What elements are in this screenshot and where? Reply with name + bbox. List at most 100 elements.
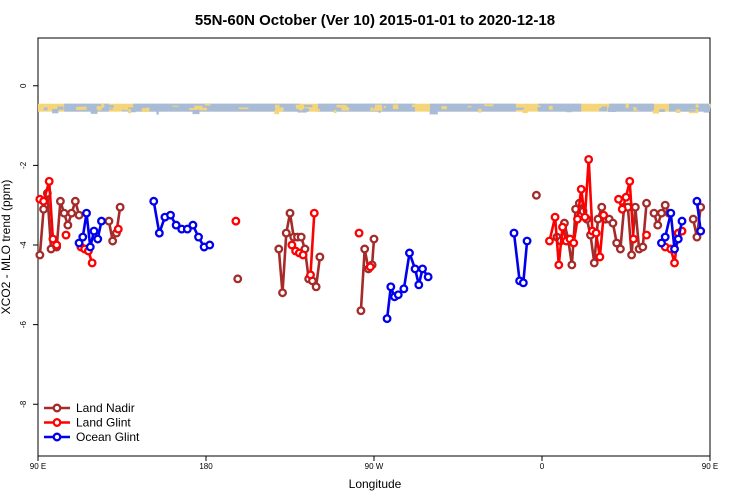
- data-point: [93, 234, 103, 244]
- mask-ocean-4: [538, 103, 582, 112]
- mask-speckle: [369, 105, 373, 109]
- data-point: [154, 228, 164, 238]
- mask-speckle: [292, 105, 296, 108]
- data-point: [39, 196, 49, 206]
- data-point: [113, 224, 123, 234]
- data-point: [638, 242, 648, 252]
- data-point: [74, 238, 84, 248]
- mask-speckle: [548, 105, 553, 110]
- data-point: [569, 238, 579, 248]
- data-point: [595, 252, 605, 262]
- mask-speckle: [703, 109, 710, 113]
- mask-speckle: [128, 107, 136, 113]
- data-point: [509, 228, 519, 238]
- series-line: [695, 201, 702, 232]
- data-point: [653, 220, 663, 230]
- data-point: [608, 218, 618, 228]
- data-point: [48, 234, 58, 244]
- data-point: [306, 270, 315, 280]
- y-tick-label: -6: [19, 321, 28, 329]
- data-point: [70, 196, 80, 206]
- x-tick-label: 90 E: [702, 462, 718, 471]
- land-ocean-mask-band: [38, 103, 712, 115]
- mask-speckle: [411, 104, 419, 108]
- mask-speckle: [599, 108, 608, 112]
- data-point: [85, 242, 95, 252]
- mask-speckle: [410, 105, 413, 109]
- mask-speckle: [514, 107, 525, 110]
- mask-speckle: [172, 105, 179, 107]
- data-point: [692, 232, 702, 242]
- mask-ocean-3: [430, 103, 516, 112]
- data-point: [405, 248, 414, 258]
- mask-speckle: [315, 108, 320, 112]
- data-point: [386, 282, 396, 292]
- data-point: [531, 190, 541, 200]
- data-point: [149, 196, 159, 206]
- mask-speckle: [448, 105, 452, 109]
- mask-speckle: [57, 106, 64, 110]
- data-point: [657, 208, 666, 218]
- mask-speckle: [373, 108, 383, 111]
- mask-speckle: [228, 106, 231, 111]
- data-point: [599, 210, 609, 220]
- legend-label: Land Glint: [76, 416, 131, 430]
- mask-ocean-6: [668, 103, 710, 112]
- data-point: [369, 234, 379, 244]
- mask-speckle: [695, 104, 698, 108]
- series-land-nadir: [35, 188, 706, 316]
- mask-speckle: [123, 109, 132, 111]
- data-point: [642, 198, 651, 208]
- series-layer: [35, 154, 706, 324]
- data-point: [414, 280, 424, 290]
- mask-speckle: [638, 104, 646, 106]
- data-point: [78, 232, 88, 242]
- mask-speckle: [699, 104, 704, 109]
- data-point: [670, 258, 679, 268]
- data-point: [188, 220, 198, 230]
- data-point: [649, 208, 659, 218]
- mask-speckle: [298, 105, 303, 111]
- mask-speckle: [111, 106, 118, 108]
- data-point: [612, 238, 622, 248]
- mask-speckle: [229, 107, 238, 110]
- data-point: [589, 258, 599, 268]
- data-point: [278, 288, 287, 298]
- data-point: [182, 224, 192, 234]
- mask-speckle: [636, 105, 644, 110]
- mask-speckle: [537, 107, 544, 111]
- data-point: [545, 236, 554, 246]
- data-point: [625, 176, 635, 186]
- data-point: [696, 226, 706, 236]
- legend-label: Land Nadir: [76, 401, 135, 415]
- data-point: [315, 252, 325, 262]
- y-axis: 0 -2 -4 -6 -8: [19, 83, 38, 408]
- data-point: [627, 250, 637, 260]
- mask-speckle: [695, 105, 703, 108]
- data-point: [296, 232, 306, 242]
- mask-speckle: [489, 104, 494, 110]
- mask-speckle: [42, 107, 48, 111]
- x-axis-label: Longitude: [349, 477, 402, 491]
- mask-speckle: [392, 104, 399, 110]
- data-point: [298, 250, 308, 260]
- mask-speckle: [671, 105, 675, 108]
- data-point: [550, 212, 560, 222]
- mask-speckle: [347, 104, 357, 108]
- mask-speckle: [401, 106, 404, 109]
- chart-title: 55N-60N October (Ver 10) 2015-01-01 to 2…: [195, 12, 555, 29]
- mask-speckle: [383, 106, 386, 108]
- data-point: [629, 234, 638, 244]
- mask-speckle: [567, 104, 578, 108]
- mask-speckle: [192, 109, 200, 115]
- data-point: [642, 230, 651, 240]
- data-point: [285, 208, 295, 218]
- mask-speckle: [206, 105, 216, 109]
- data-point: [354, 228, 364, 238]
- x-tick-label: 180: [199, 462, 213, 471]
- mask-speckle: [477, 103, 480, 106]
- data-point: [615, 244, 625, 254]
- data-point: [194, 232, 203, 242]
- series-line: [309, 213, 316, 275]
- data-point: [677, 216, 687, 226]
